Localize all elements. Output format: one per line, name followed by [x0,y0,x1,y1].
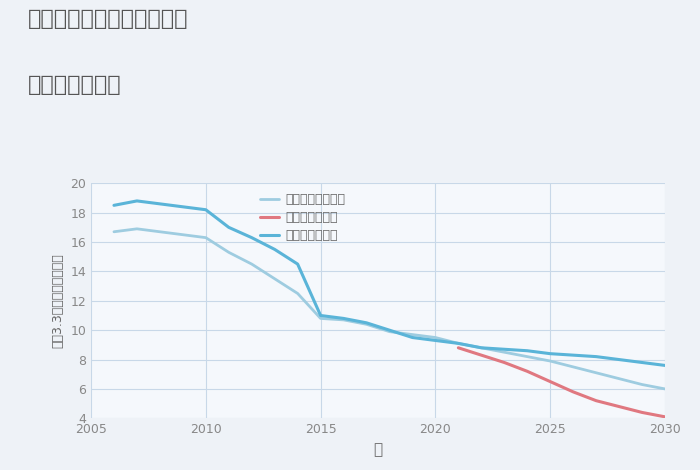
ノーマルシナリオ [225,250,233,255]
グッドシナリオ [454,341,463,346]
グッドシナリオ [155,201,164,207]
ノーマルシナリオ [638,382,646,387]
ノーマルシナリオ [592,370,601,376]
ノーマルシナリオ [546,358,554,364]
バッドシナリオ [523,368,531,374]
ノーマルシナリオ [155,229,164,235]
ノーマルシナリオ [248,261,256,267]
Y-axis label: 坪（3.3㎡）単価（万円）: 坪（3.3㎡）単価（万円） [52,253,64,348]
ノーマルシナリオ [363,321,371,327]
ノーマルシナリオ [523,354,531,360]
Line: グッドシナリオ: グッドシナリオ [114,201,665,366]
Line: ノーマルシナリオ: ノーマルシナリオ [114,229,665,389]
グッドシナリオ [133,198,141,204]
グッドシナリオ [638,360,646,365]
バッドシナリオ [615,404,623,409]
グッドシナリオ [569,352,577,358]
グッドシナリオ [477,345,486,351]
ノーマルシナリオ [615,376,623,382]
グッドシナリオ [500,346,508,352]
ノーマルシナリオ [202,235,210,241]
ノーマルシナリオ [385,329,393,335]
ノーマルシナリオ [293,290,302,296]
ノーマルシナリオ [477,345,486,351]
ノーマルシナリオ [110,229,118,235]
グッドシナリオ [546,351,554,356]
Text: 三重県伊賀市朝日ヶ丘町の: 三重県伊賀市朝日ヶ丘町の [28,9,188,30]
バッドシナリオ [592,398,601,403]
バッドシナリオ [661,414,669,420]
ノーマルシナリオ [500,349,508,355]
ノーマルシナリオ [133,226,141,232]
バッドシナリオ [546,379,554,384]
Line: バッドシナリオ: バッドシナリオ [458,348,665,417]
バッドシナリオ [638,409,646,415]
グッドシナリオ [178,204,187,210]
ノーマルシナリオ [569,364,577,370]
グッドシナリオ [592,354,601,360]
バッドシナリオ [500,360,508,365]
バッドシナリオ [569,389,577,395]
グッドシナリオ [225,225,233,230]
ノーマルシナリオ [270,276,279,282]
グッドシナリオ [408,335,416,340]
ノーマルシナリオ [454,341,463,346]
グッドシナリオ [110,203,118,208]
グッドシナリオ [523,348,531,353]
ノーマルシナリオ [661,386,669,392]
X-axis label: 年: 年 [373,442,383,457]
グッドシナリオ [431,337,440,343]
グッドシナリオ [661,363,669,368]
バッドシナリオ [477,352,486,358]
グッドシナリオ [316,313,325,318]
ノーマルシナリオ [431,335,440,340]
Legend: ノーマルシナリオ, バッドシナリオ, グッドシナリオ: ノーマルシナリオ, バッドシナリオ, グッドシナリオ [256,189,349,246]
Text: 土地の価格推移: 土地の価格推移 [28,75,122,95]
グッドシナリオ [385,327,393,333]
ノーマルシナリオ [408,332,416,337]
グッドシナリオ [248,235,256,241]
グッドシナリオ [363,320,371,326]
ノーマルシナリオ [178,232,187,237]
グッドシナリオ [202,207,210,212]
ノーマルシナリオ [316,316,325,321]
グッドシナリオ [270,247,279,252]
ノーマルシナリオ [340,317,348,323]
バッドシナリオ [454,345,463,351]
グッドシナリオ [340,316,348,321]
グッドシナリオ [615,357,623,362]
グッドシナリオ [293,261,302,267]
